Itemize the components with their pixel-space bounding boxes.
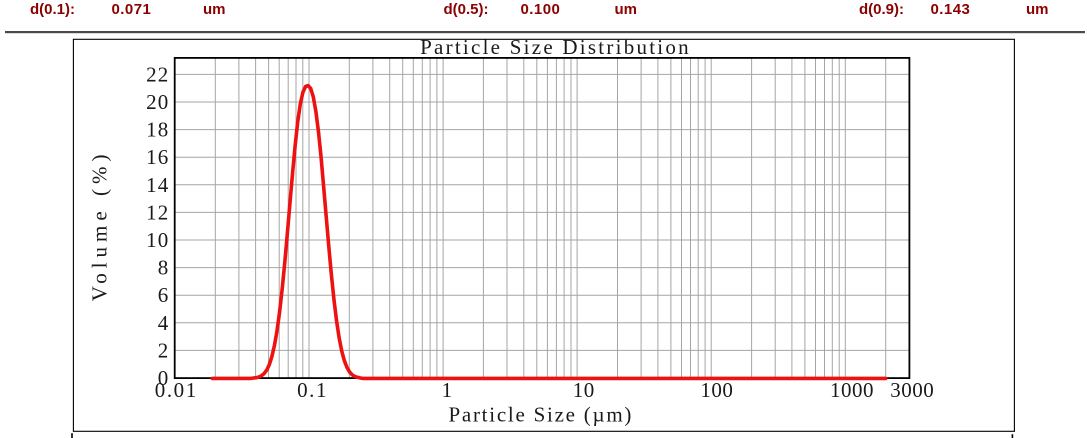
svg-text:14: 14 [146, 173, 169, 197]
svg-text:22: 22 [146, 62, 169, 86]
svg-text:0: 0 [158, 366, 170, 390]
svg-text:18: 18 [146, 118, 169, 142]
svg-text:4: 4 [158, 311, 170, 335]
svg-text:12: 12 [146, 200, 169, 224]
svg-text:8: 8 [158, 256, 170, 280]
svg-text:1000: 1000 [830, 378, 874, 402]
svg-text:1: 1 [442, 378, 453, 402]
svg-text:10: 10 [573, 378, 595, 402]
svg-text:3000: 3000 [890, 378, 934, 402]
svg-text:Particle Size (µm): Particle Size (µm) [448, 403, 633, 427]
svg-text:6: 6 [158, 283, 170, 307]
svg-text:20: 20 [146, 90, 169, 114]
svg-text:2: 2 [158, 338, 170, 362]
svg-text:0.01: 0.01 [155, 378, 198, 402]
svg-text:10: 10 [146, 228, 169, 252]
svg-text:0.1: 0.1 [297, 378, 328, 402]
svg-text:Particle Size Distribution: Particle Size Distribution [420, 35, 691, 59]
svg-text:Volume (%): Volume (%) [88, 150, 112, 302]
svg-text:16: 16 [146, 145, 169, 169]
svg-text:100: 100 [700, 378, 733, 402]
